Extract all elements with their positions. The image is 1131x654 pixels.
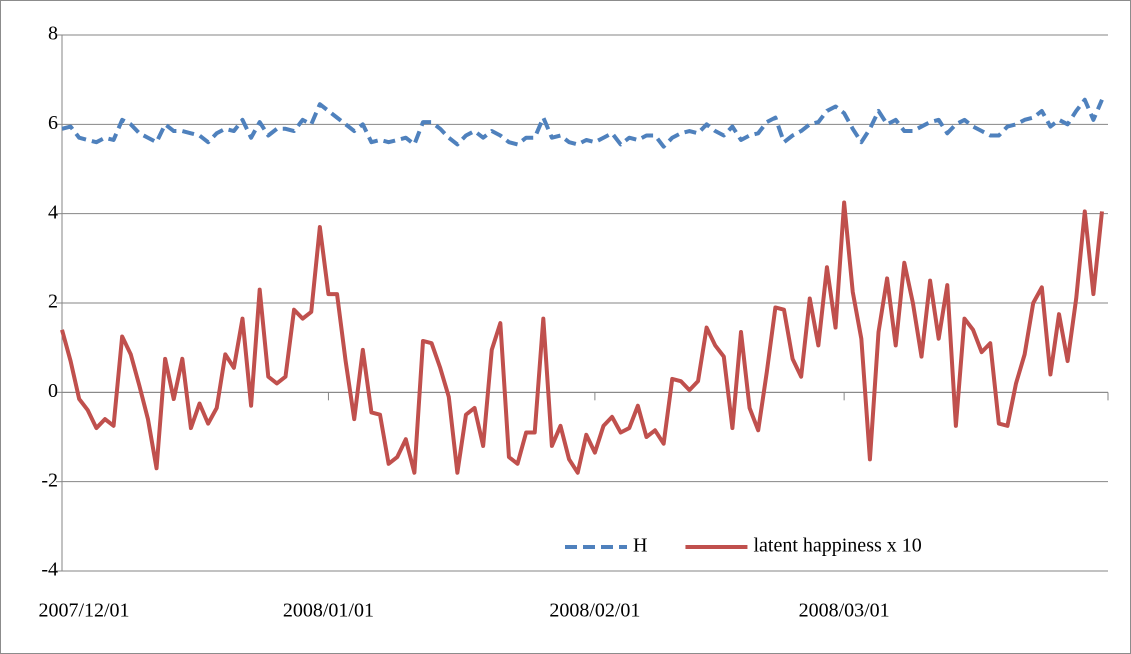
y-tick-label: -4: [41, 559, 58, 581]
x-tick-label: 2008/01/01: [283, 600, 374, 622]
y-tick-label: 2: [48, 291, 58, 313]
y-tick-label: 6: [48, 112, 58, 134]
legend-label: latent happiness x 10: [753, 535, 921, 557]
y-tick-label: 8: [48, 23, 58, 45]
legend-label: H: [633, 535, 647, 557]
x-tick-label: 2007/12/01: [38, 600, 129, 622]
x-tick-label: 2008/03/01: [799, 600, 890, 622]
y-tick-label: 0: [48, 380, 58, 402]
y-tick-label: -2: [41, 469, 58, 491]
series-line: [60, 200, 1104, 475]
series-line: [61, 97, 1104, 149]
y-tick-label: 4: [48, 201, 58, 223]
x-tick-label: 2008/02/01: [549, 600, 640, 622]
